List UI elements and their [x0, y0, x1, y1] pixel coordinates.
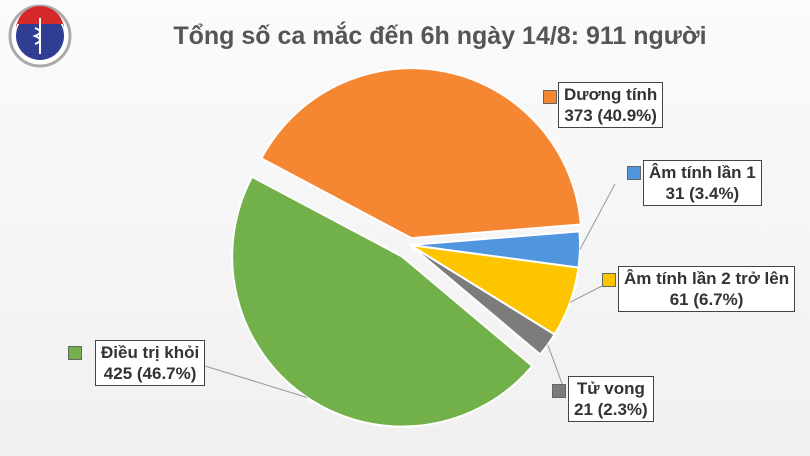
leader-line [579, 183, 616, 250]
legend-swatch [602, 273, 616, 287]
leader-line [547, 344, 564, 387]
legend-swatch [543, 90, 557, 104]
slice-name: Tử vong [576, 379, 645, 398]
slice-value: 373 (40.9%) [564, 106, 657, 125]
slice-value: 425 (46.7%) [103, 364, 197, 383]
slice-value: 31 (3.4%) [665, 184, 740, 203]
data-label: Âm tính lần 2 trở lên 61 (6.7%) [618, 266, 796, 312]
legend-swatch [68, 346, 82, 360]
ministry-of-health-logo [8, 4, 72, 68]
slice-name: Âm tính lần 2 trở lên [624, 269, 790, 288]
slice-value: 61 (6.7%) [669, 290, 744, 309]
slice-name: Dương tính [564, 85, 658, 104]
legend-swatch [552, 384, 566, 398]
data-label: Dương tính 373 (40.9%) [558, 82, 664, 128]
leader-line [569, 285, 603, 303]
data-label: Điều trị khỏi 425 (46.7%) [95, 340, 206, 386]
leader-line [204, 365, 308, 398]
legend-swatch [627, 166, 641, 180]
chart-title: Tổng số ca mắc đến 6h ngày 14/8: 911 ngư… [173, 22, 707, 50]
pie-slice [259, 67, 582, 240]
slice-name: Âm tính lần 1 [649, 163, 756, 182]
data-label: Âm tính lần 1 31 (3.4%) [643, 160, 762, 206]
slice-value: 21 (2.3%) [574, 400, 648, 419]
data-label: Tử vong 21 (2.3%) [568, 376, 654, 422]
slice-name: Điều trị khỏi [101, 343, 200, 362]
